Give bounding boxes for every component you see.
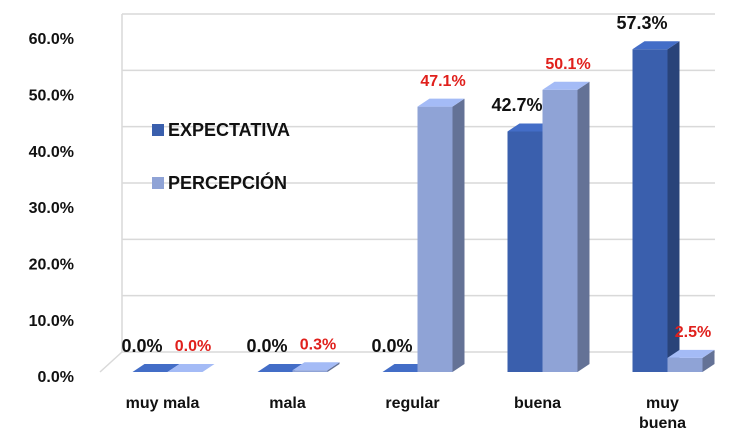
data-label: 47.1%	[420, 73, 465, 90]
x-tick-label: mala	[269, 395, 306, 412]
bar-side	[452, 98, 465, 373]
bar-top	[292, 362, 340, 371]
bar-side	[667, 41, 680, 373]
bar-top	[417, 98, 465, 107]
y-tick-label: 30.0%	[29, 200, 74, 217]
data-label: 0.0%	[246, 336, 287, 356]
data-label: 57.3%	[616, 13, 667, 33]
data-label: 50.1%	[545, 56, 590, 73]
bar	[292, 362, 340, 372]
y-tick-label: 20.0%	[29, 257, 74, 274]
bar-front	[667, 357, 703, 372]
bar-side	[577, 81, 590, 373]
bar-top	[542, 81, 590, 90]
bar-front	[417, 106, 453, 373]
x-tick-label: regular	[385, 395, 440, 412]
bar	[257, 364, 305, 372]
bar-side	[702, 349, 715, 372]
x-tick-label: muy buena	[638, 395, 687, 432]
y-tick-label: 40.0%	[29, 144, 74, 161]
y-tick-label: 0.0%	[38, 369, 74, 386]
legend-label: EXPECTATIVA	[168, 120, 290, 140]
bar	[632, 41, 680, 373]
legend-swatch	[152, 177, 164, 189]
data-label: 0.3%	[300, 337, 336, 354]
bar-top	[257, 364, 305, 372]
y-tick-label: 60.0%	[29, 31, 74, 48]
legend-label: PERCEPCIÓN	[168, 172, 287, 193]
bar-top	[667, 349, 715, 358]
data-label: 0.0%	[175, 338, 211, 355]
bar	[667, 349, 715, 372]
bar	[167, 364, 215, 372]
data-label: 42.7%	[491, 95, 542, 115]
bar-top	[132, 364, 180, 372]
bar-front	[542, 89, 578, 373]
y-tick-label: 10.0%	[29, 313, 74, 330]
data-label: 0.0%	[371, 336, 412, 356]
bar-front	[632, 49, 668, 373]
bar	[417, 98, 465, 373]
floor-edge	[99, 351, 123, 373]
bar-top	[167, 364, 215, 372]
bar	[542, 81, 590, 373]
data-label: 0.0%	[121, 336, 162, 356]
bar-top	[632, 41, 680, 50]
data-label: 2.5%	[675, 324, 711, 341]
x-tick-label: buena	[513, 395, 562, 412]
bar-side	[327, 362, 340, 372]
bar-front	[292, 370, 328, 372]
legend-swatch	[152, 124, 164, 136]
bar-front	[507, 131, 543, 372]
x-tick-label: muy mala	[125, 395, 200, 412]
y-tick-label: 50.0%	[29, 88, 74, 105]
bar	[132, 364, 180, 372]
